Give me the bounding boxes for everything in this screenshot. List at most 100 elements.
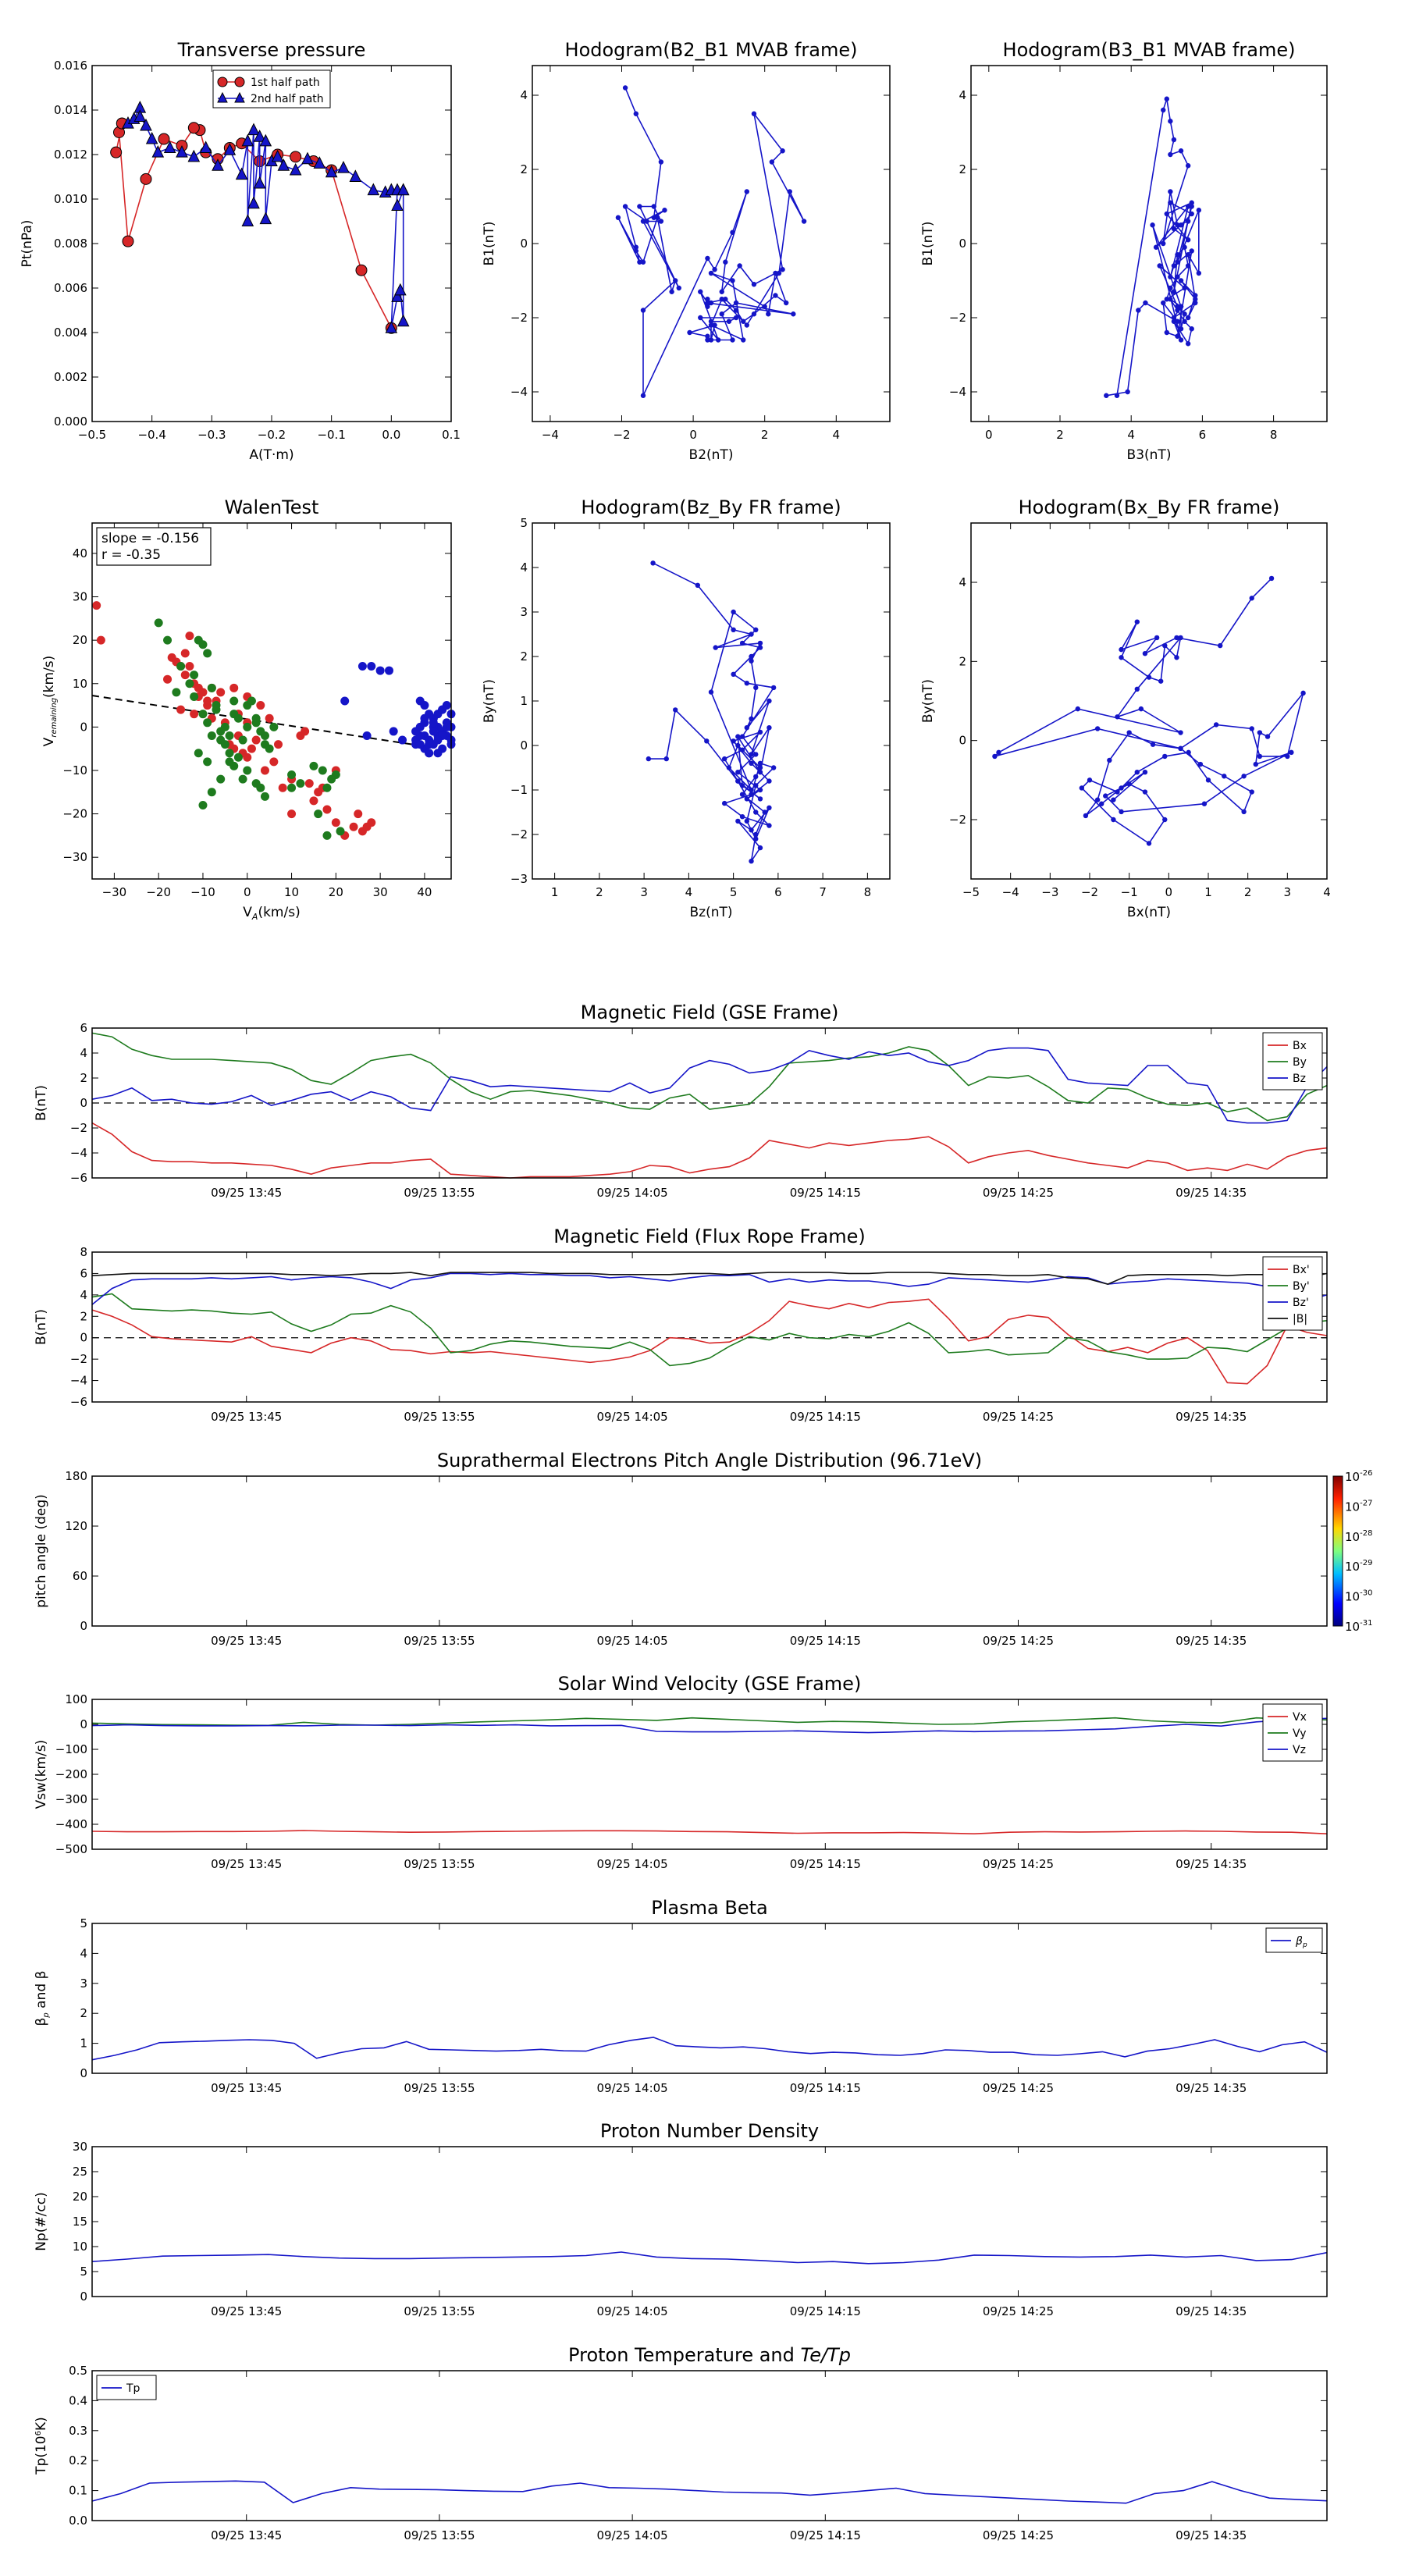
walen-point-s1 [176, 662, 186, 671]
hzy-title: Hodogram(Bz_By FR frame) [581, 496, 841, 518]
bgse-legend-label: Bz [1293, 1073, 1306, 1085]
bfr-legend-name: By' [1293, 1280, 1310, 1293]
hxy-ytick-label: 0 [959, 734, 966, 748]
pt-ytick-label: 0.016 [54, 59, 87, 73]
hb21-title: Hodogram(B2_B1 MVAB frame) [565, 39, 858, 61]
hzy-ylabel-text: By(nT) [482, 679, 497, 723]
walen-xtick-label: 30 [373, 885, 388, 899]
pad-frame [91, 1475, 1328, 1627]
bfr-legend-name: Bx' [1293, 1264, 1310, 1276]
pad-time-label: 09/25 13:45 [211, 1634, 282, 1648]
hxy-ytick-label: 2 [959, 654, 966, 668]
hb31-point [1196, 208, 1202, 213]
hzy-xtick-label: 6 [774, 885, 782, 899]
bgse-ytick-label: −4 [70, 1146, 87, 1160]
hxy-point [1158, 678, 1164, 684]
bfr-ytick-label: 4 [80, 1288, 87, 1302]
hb21-point [676, 285, 681, 291]
hb21-point [791, 311, 796, 317]
pt-marker-circle [122, 235, 134, 247]
hzy-point [749, 752, 754, 757]
walen-point-s1 [225, 757, 234, 767]
walen-point-s1 [220, 740, 229, 749]
vsw-legend-name: Vz [1293, 1744, 1306, 1756]
pt-marker-triangle [241, 214, 254, 226]
hb31-point [1182, 311, 1187, 317]
tp-ylabel-tail: K) [34, 2417, 49, 2431]
hxy-point [1146, 674, 1152, 680]
beta-legend-name: β [1295, 1935, 1303, 1948]
bfr-ytick-label: −2 [70, 1352, 87, 1366]
walen-point-s0 [269, 757, 279, 767]
beta-ylabel-text: β [34, 2018, 49, 2026]
walen-point-s0 [309, 796, 318, 806]
hzy-point [762, 809, 767, 815]
tp-frame [91, 2370, 1328, 2521]
tp-legend-name: Tp [126, 2382, 140, 2395]
bgse-legend-label: Bx [1293, 1040, 1307, 1052]
hb21-point [712, 267, 717, 272]
hb21-ylabel-text: B1(nT) [482, 222, 497, 266]
hb21-point [719, 289, 724, 294]
tp-ytick-label: 0.4 [69, 2393, 87, 2407]
hzy-point [731, 627, 736, 632]
beta-title: Plasma Beta [651, 1897, 767, 1919]
hb21-ytick-label: 2 [520, 162, 528, 176]
hzy-point [704, 738, 710, 744]
hb31-xtick-label: 6 [1199, 428, 1207, 442]
walen-point-s0 [185, 632, 194, 641]
hb21-point [744, 189, 749, 194]
vsw-time-label: 09/25 14:05 [597, 1857, 668, 1871]
hb21-point [622, 204, 628, 209]
hzy-xlabel: Bz(nT) [689, 905, 732, 920]
walen-point-s0 [243, 753, 252, 762]
hxy-point [1099, 801, 1104, 806]
pt-ytick-label: 0.000 [54, 415, 87, 429]
bfr-legend-label: |B| [1293, 1313, 1307, 1325]
hb21-point [651, 215, 656, 220]
walen-xtick-label: 40 [417, 885, 432, 899]
hb31-ytick-label: 4 [959, 88, 966, 102]
hb31-point [1193, 293, 1198, 298]
hzy-point [767, 778, 772, 784]
hb31-point [1178, 304, 1184, 309]
beta-legend-sub: p [1302, 1941, 1307, 1949]
hxy-point [1103, 793, 1108, 799]
hb31-point [1164, 96, 1170, 101]
hxy-point [1257, 753, 1263, 760]
walen-fit-line [91, 695, 452, 752]
walen-point-s1 [265, 744, 274, 753]
vsw-series-2 [91, 1717, 1328, 1734]
beta-time-label: 09/25 13:45 [211, 2081, 282, 2095]
hb21-point [640, 259, 646, 265]
walen-point-s2 [438, 705, 447, 714]
hzy-point [767, 725, 772, 731]
hxy-point [1162, 642, 1168, 649]
walen-point-s1 [207, 731, 216, 740]
pt-marker-circle [187, 122, 200, 134]
hxy-point [1083, 813, 1089, 819]
bfr-legend-name: Bz' [1293, 1297, 1309, 1309]
vsw-time-label: 09/25 13:55 [404, 1857, 475, 1871]
walen-point-s1 [247, 696, 256, 706]
hxy-ylabel-text: By(nT) [920, 679, 936, 723]
hb21-point [744, 322, 749, 328]
hb31-point [1171, 263, 1177, 269]
bgse-time-label: 09/25 14:35 [1176, 1186, 1247, 1200]
hxy-point [1300, 690, 1306, 696]
walen-point-s2 [411, 727, 421, 736]
hb21-point [705, 255, 710, 262]
hb21-point [730, 229, 735, 235]
hb31-point [1185, 237, 1191, 243]
walen-point-s2 [357, 662, 367, 671]
walen-point-s2 [340, 696, 350, 706]
hb31-point [1175, 252, 1180, 258]
walen-frame [91, 522, 452, 880]
tp-ytick-label: 0.1 [69, 2484, 87, 2498]
walen-point-s0 [247, 744, 256, 753]
hb31-point [1185, 315, 1191, 321]
walen-point-s1 [243, 766, 252, 775]
hzy-point [753, 836, 759, 841]
np-ytick-label: 0 [80, 2290, 87, 2304]
pad-colorbar-base: 10 [1345, 1590, 1360, 1604]
